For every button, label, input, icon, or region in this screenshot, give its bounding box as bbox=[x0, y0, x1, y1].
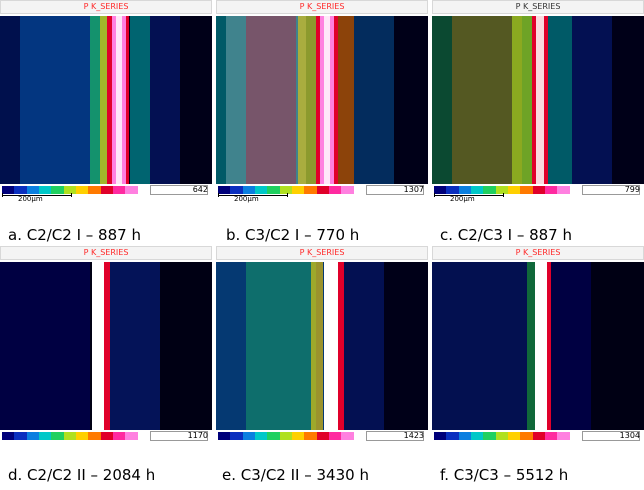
scale-bar-label: 200µm bbox=[18, 195, 43, 203]
max-value: 1170 bbox=[187, 431, 208, 440]
caption-a: a. C2/C2 I – 887 h bbox=[8, 226, 141, 244]
max-value: 1423 bbox=[403, 431, 424, 440]
elemental-map-e bbox=[216, 262, 428, 430]
max-value-box bbox=[150, 185, 208, 195]
map-image-b bbox=[216, 16, 428, 184]
map-image-e bbox=[216, 262, 428, 430]
max-value: 1307 bbox=[403, 185, 424, 194]
max-value-box bbox=[582, 431, 640, 441]
scale-bar-label: 200µm bbox=[450, 195, 475, 203]
panel-a: P K_SERIES 642 200µm bbox=[0, 0, 212, 203]
max-value-box bbox=[582, 185, 640, 195]
panel-d: P K_SERIES 1170 bbox=[0, 246, 212, 446]
elemental-map-c bbox=[432, 16, 644, 184]
max-value-box bbox=[150, 431, 208, 441]
color-scale-bar: 1423 bbox=[216, 430, 428, 446]
max-value: 1304 bbox=[619, 431, 640, 440]
panel-title: P K_SERIES bbox=[432, 0, 644, 14]
panel-title: P K_SERIES bbox=[216, 0, 428, 14]
elemental-map-a bbox=[0, 16, 212, 184]
color-swatches bbox=[218, 186, 366, 194]
max-value-box bbox=[366, 431, 424, 441]
color-scale-bar: 1304 bbox=[432, 430, 644, 446]
map-image-f bbox=[432, 262, 644, 430]
panel-e: P K_SERIES 1423 bbox=[216, 246, 428, 446]
max-value-box bbox=[366, 185, 424, 195]
scale-bar-label: 200µm bbox=[234, 195, 259, 203]
scale-tick-right bbox=[287, 193, 288, 197]
caption-f: f. C3/C3 – 5512 h bbox=[440, 466, 569, 484]
scale-tick-left bbox=[434, 193, 435, 197]
panel-title: P K_SERIES bbox=[216, 246, 428, 260]
panel-title: P K_SERIES bbox=[0, 0, 212, 14]
color-swatches bbox=[2, 186, 150, 194]
color-scale-bar: 642 200µm bbox=[0, 184, 212, 203]
color-swatches bbox=[434, 432, 582, 440]
color-swatches bbox=[218, 432, 366, 440]
panel-title: P K_SERIES bbox=[432, 246, 644, 260]
caption-d: d. C2/C2 II – 2084 h bbox=[8, 466, 156, 484]
panel-f: P K_SERIES 1304 bbox=[432, 246, 644, 446]
color-swatches bbox=[2, 432, 150, 440]
scale-bar-line bbox=[2, 195, 72, 196]
color-scale-bar: 1170 bbox=[0, 430, 212, 446]
panel-title: P K_SERIES bbox=[0, 246, 212, 260]
color-scale-bar: 1307 200µm bbox=[216, 184, 428, 203]
map-image-c bbox=[432, 16, 644, 184]
caption-c: c. C2/C3 I – 887 h bbox=[440, 226, 573, 244]
max-value: 642 bbox=[192, 185, 208, 194]
caption-e: e. C3/C2 II – 3430 h bbox=[222, 466, 369, 484]
scale-tick-right bbox=[71, 193, 72, 197]
color-scale-bar: 799 200µm bbox=[432, 184, 644, 203]
map-image-a bbox=[0, 16, 212, 184]
max-value: 799 bbox=[624, 185, 640, 194]
scale-tick-left bbox=[2, 193, 3, 197]
scale-bar-line bbox=[434, 195, 504, 196]
scale-tick-left bbox=[218, 193, 219, 197]
caption-b: b. C3/C2 I – 770 h bbox=[226, 226, 360, 244]
panel-b: P K_SERIES 1307 200µm bbox=[216, 0, 428, 203]
scale-bar-line bbox=[218, 195, 288, 196]
color-swatches bbox=[434, 186, 582, 194]
panel-c: P K_SERIES 799 200µm bbox=[432, 0, 644, 203]
map-image-d bbox=[0, 262, 212, 430]
elemental-map-d bbox=[0, 262, 212, 430]
elemental-map-f bbox=[432, 262, 644, 430]
elemental-map-b bbox=[216, 16, 428, 184]
scale-tick-right bbox=[503, 193, 504, 197]
